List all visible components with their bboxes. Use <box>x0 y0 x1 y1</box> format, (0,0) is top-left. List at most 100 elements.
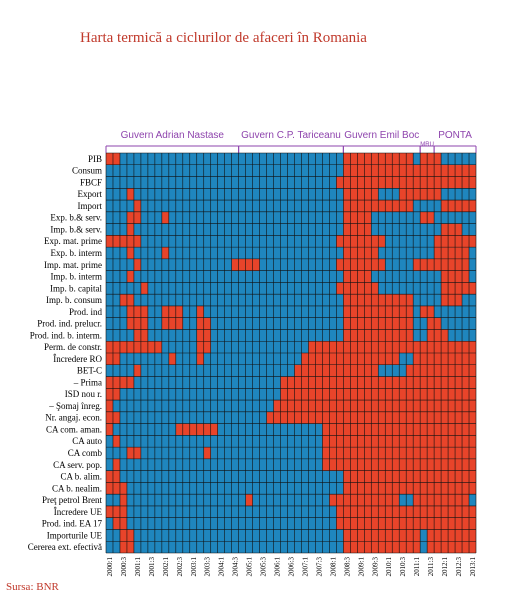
row-label: ISD nou r. <box>65 389 102 399</box>
row-label: Imp. b. capital <box>50 283 102 293</box>
heatmap-cell-run <box>336 235 386 248</box>
heatmap-cell-run <box>106 482 127 495</box>
row-label: CA serv. pop. <box>53 460 102 470</box>
x-tick-label: 2004:3 <box>232 557 240 577</box>
x-tick-label: 2010:3 <box>399 557 407 577</box>
x-tick-label: 2008:3 <box>343 557 351 577</box>
x-tick-label: 2005:1 <box>246 557 254 577</box>
gov-label: MRU <box>420 142 434 148</box>
heatmap-cell-run <box>119 494 127 506</box>
heatmap-cell-run <box>126 223 134 236</box>
heatmap-cell-run <box>161 247 169 259</box>
heatmap-cell-run <box>106 505 127 518</box>
row-label: Export <box>78 189 103 199</box>
heatmap-cell-run <box>161 317 183 330</box>
heatmap-cell-run <box>133 200 141 212</box>
heatmap-cell-run <box>427 329 449 342</box>
heatmap-cell-run <box>161 211 169 224</box>
heatmap-cell-run <box>427 529 476 542</box>
government-brackets: Guvern Adrian Nastase Guvern C.P. Taricea… <box>105 130 477 153</box>
row-label: CA com. aman. <box>46 424 102 434</box>
heatmap-cell-run <box>343 541 421 553</box>
row-label: Încredere UE <box>54 507 103 517</box>
x-tick-label: 2001:3 <box>148 557 156 577</box>
heatmap-cell-run <box>140 282 148 295</box>
row-label: Preţ petrol Brent <box>42 495 102 505</box>
heatmap-cell-run <box>106 423 113 436</box>
heatmap-cell-run <box>126 247 134 259</box>
heatmap-cell-run <box>413 353 476 365</box>
row-label: Prod. ind <box>69 307 103 317</box>
row-label: – Şomaj înreg. <box>48 401 102 411</box>
row-label: PIB <box>88 154 102 164</box>
row-label: Exp. b. interm <box>51 248 103 258</box>
heatmap-cell-run <box>434 153 442 165</box>
heatmap-cell-run <box>126 270 134 283</box>
x-tick-label: 2005:3 <box>260 557 268 577</box>
x-tick-label: 2007:1 <box>301 557 309 577</box>
x-tick-label: 2011:3 <box>427 557 435 577</box>
gov-label: Guvern Emil Boc <box>344 130 419 141</box>
heatmap-cell-run <box>168 353 176 365</box>
x-tick-labels: 2000:1 2000:3 2001:1 2001:3 2002:1 2002:3 2003… <box>106 557 477 577</box>
heatmap-cell-run <box>126 317 148 330</box>
x-tick-label: 2012:1 <box>441 557 449 577</box>
row-label: Importurile UE <box>47 530 103 540</box>
heatmap-cell-run <box>196 305 204 318</box>
row-label: Prod. ind. b. interm. <box>30 330 102 340</box>
heatmap-cell-run <box>196 353 204 365</box>
x-tick-label: 2006:3 <box>288 557 296 577</box>
x-tick-label: 2002:3 <box>176 557 184 577</box>
row-label: Imp. mat. prime <box>44 260 102 270</box>
row-label: CA auto <box>72 436 102 446</box>
x-tick-label: 2011:1 <box>413 557 421 577</box>
row-label: Imp. b. interm <box>51 272 103 282</box>
row-label: Perm. de constr. <box>44 342 102 352</box>
heatmap-cell-run <box>245 494 253 506</box>
x-tick-label: 2004:1 <box>218 557 226 577</box>
heatmap-cell-run <box>427 541 476 553</box>
x-tick-label: 2009:1 <box>357 557 365 577</box>
x-tick-label: 2003:1 <box>190 557 198 577</box>
heatmap-cell-run <box>133 364 141 377</box>
x-tick-label: 2012:3 <box>455 557 463 577</box>
x-tick-label: 2001:1 <box>134 557 142 577</box>
row-label: Imp. b.& serv. <box>50 224 102 234</box>
x-tick-label: 2010:1 <box>385 557 393 577</box>
row-label: Prod. ind. EA 17 <box>42 519 103 529</box>
row-label: Consum <box>72 166 102 176</box>
heatmap-cell-run <box>112 435 120 448</box>
heatmap-cell-run <box>343 529 421 542</box>
row-label: CA comb <box>68 448 103 458</box>
row-label: BET-C <box>77 366 102 376</box>
heatmap-cell-run <box>203 447 211 459</box>
gov-label: Guvern Adrian Nastase <box>121 130 225 141</box>
heatmap-cell-run <box>343 482 476 495</box>
x-tick-label: 2000:3 <box>120 557 128 577</box>
heatmap-cell-run <box>343 247 379 259</box>
x-tick-label: 2008:1 <box>329 557 337 577</box>
heatmap-cell-run <box>273 400 476 412</box>
heatmap-cell-run <box>106 235 141 248</box>
heatmap-cell-run <box>126 305 148 318</box>
x-tick-label: 2007:3 <box>315 557 323 577</box>
gov-label: Guvern C.P. Tariceanu <box>241 130 341 141</box>
heatmap-grid <box>105 152 477 554</box>
heatmap-cell-run <box>441 223 463 236</box>
heatmap-cell-run <box>106 400 113 412</box>
heatmap-cell-run <box>112 458 120 471</box>
x-tick-label: 2013:1 <box>469 557 477 577</box>
row-label: Exp. mat. prime <box>44 236 102 246</box>
heatmap-cell-run <box>434 247 470 259</box>
x-tick-label: 2000:1 <box>106 557 114 577</box>
x-tick-label: 2009:3 <box>371 557 379 577</box>
row-label: Cererea ext. efectivă <box>28 542 102 552</box>
heatmap-cell-run <box>441 200 476 212</box>
row-label: Nr. angaj. econ. <box>45 413 102 423</box>
heatmap-cell-run <box>343 188 379 201</box>
row-label: Exp. b.& serv. <box>50 213 102 223</box>
row-label: Încredere RO <box>53 354 102 364</box>
heatmap-cell-run <box>161 305 183 318</box>
chart-title: Harta termică a ciclurilor de afaceri în… <box>80 30 367 46</box>
